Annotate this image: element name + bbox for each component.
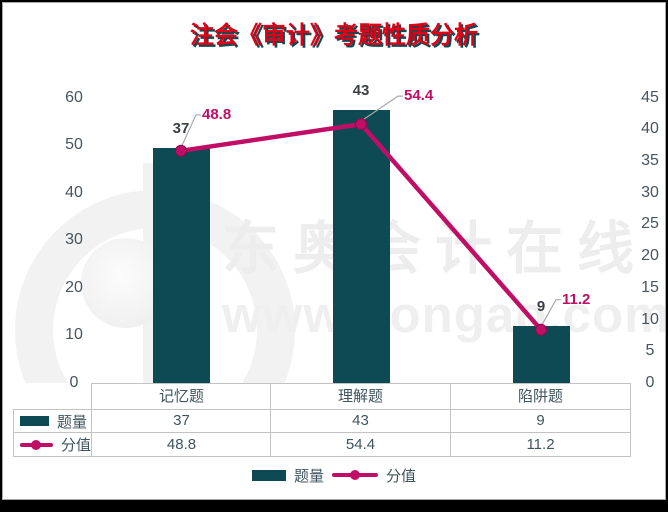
- table-key-cell-分值: 分值: [13, 432, 92, 457]
- bar-value-label: 37: [172, 120, 190, 138]
- table-row-label: 分值: [60, 437, 91, 454]
- right-axis-tick: 35: [641, 151, 659, 169]
- bar-记忆题: [152, 148, 210, 383]
- left-axis-tick: 30: [65, 231, 83, 249]
- right-axis-tick: 10: [641, 310, 659, 328]
- bar-理解题: [332, 110, 390, 383]
- right-axis-tick: 25: [641, 215, 659, 233]
- right-axis-tick: 30: [641, 183, 659, 201]
- left-axis-tick: 10: [65, 326, 83, 344]
- bar-陷阱题: [512, 325, 570, 383]
- legend-bar-label: 题量: [293, 467, 324, 485]
- legend-line-swatch-icon: [332, 469, 378, 481]
- table-category-cell: 陷阱题: [450, 383, 631, 410]
- right-axis-tick: 5: [645, 342, 655, 360]
- dot-icon: [31, 439, 42, 450]
- line-value-label: 54.4: [404, 87, 434, 105]
- left-axis-tick: 50: [65, 136, 83, 154]
- table-category-cell: 记忆题: [91, 383, 272, 410]
- chart-title: 注会《审计》考题性质分析: [190, 22, 478, 49]
- left-axis-tick: 40: [65, 183, 83, 201]
- watermark-text-cn: 东奥会计在线: [222, 217, 648, 281]
- table-value-cell: 54.4: [270, 432, 451, 457]
- table-value-cell: 43: [270, 409, 451, 433]
- bar-value-label: 9: [536, 297, 546, 315]
- right-axis-tick: 0: [645, 374, 655, 391]
- left-axis-tick: 0: [69, 374, 79, 391]
- right-axis-tick: 20: [641, 247, 659, 265]
- right-axis-tick: 15: [641, 278, 659, 296]
- table-value-cell: 48.8: [91, 432, 272, 457]
- table-value-cell: 9: [450, 409, 631, 433]
- table-key-cell-题量: 题量: [13, 409, 92, 433]
- bar-value-label: 43: [352, 82, 370, 100]
- table-value-cell: 11.2: [450, 432, 631, 457]
- legend-bar-swatch-icon: [251, 469, 286, 481]
- line-value-label: 48.8: [202, 105, 232, 123]
- right-axis-tick: 45: [641, 88, 659, 106]
- chart-legend: 题量 分值: [0, 465, 668, 485]
- watermark-text-url: www.dongao.com: [222, 286, 665, 343]
- left-axis-tick: 60: [65, 88, 83, 106]
- table-row-label: 题量: [57, 413, 88, 431]
- legend-line-label: 分值: [386, 467, 417, 485]
- left-axis-tick: 20: [65, 278, 83, 296]
- table-category-cell: 理解题: [270, 383, 451, 410]
- table-bar-swatch-icon: [20, 416, 49, 426]
- line-value-label: 11.2: [562, 290, 591, 308]
- table-value-cell: 37: [91, 409, 272, 433]
- table-line-swatch-icon: [20, 439, 53, 451]
- right-axis-tick: 40: [641, 120, 659, 138]
